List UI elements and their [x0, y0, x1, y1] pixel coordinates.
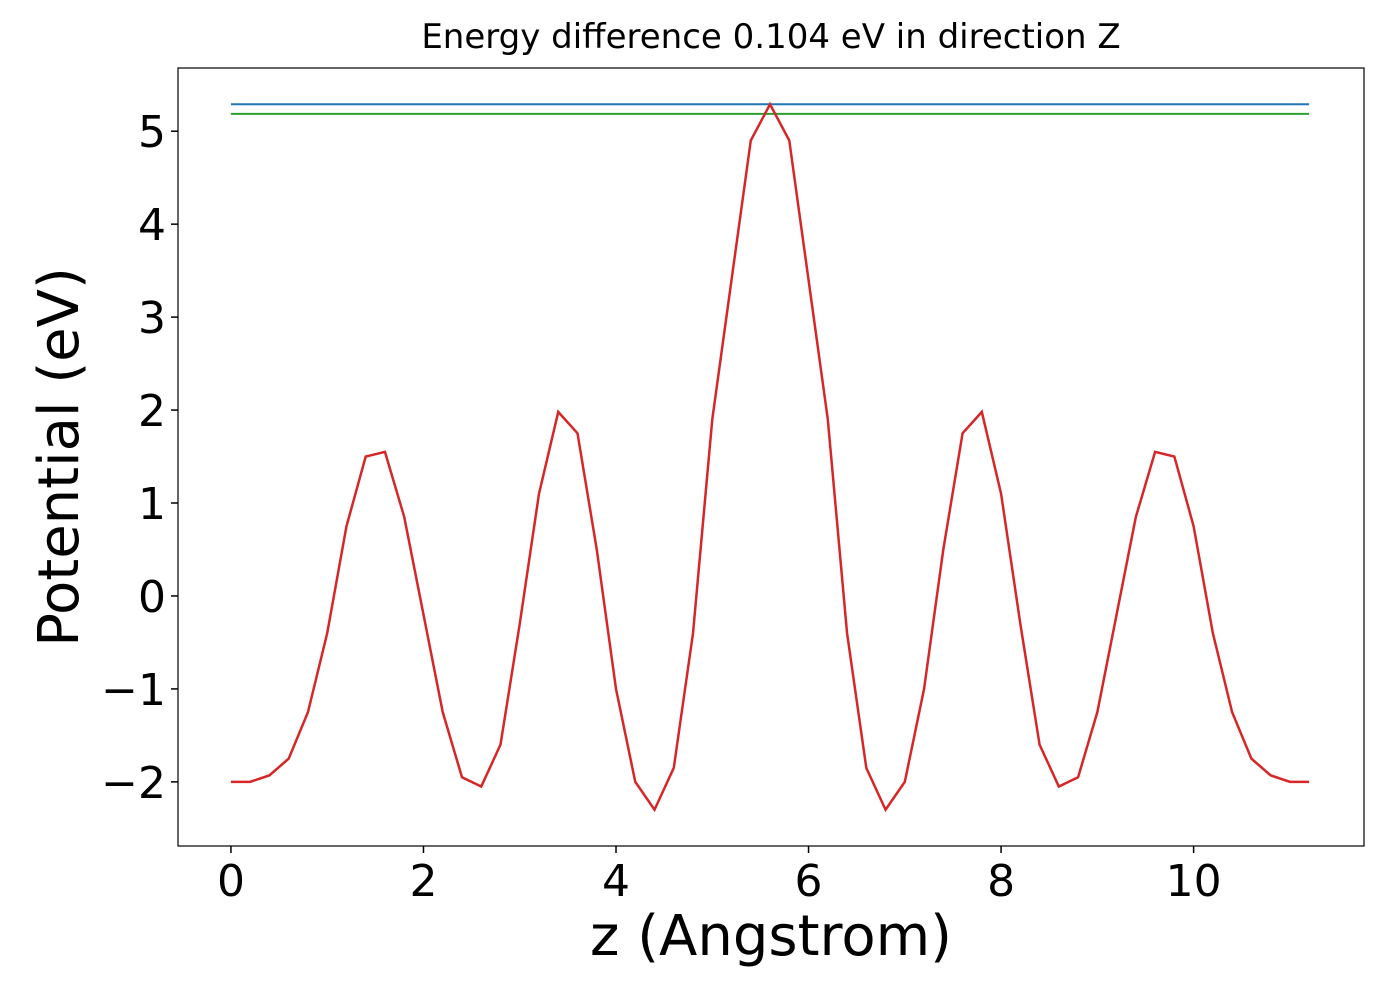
x-tick-label: 8	[987, 856, 1015, 907]
y-tick-label: 5	[138, 107, 166, 158]
y-axis-label: Potential (eV)	[27, 267, 92, 647]
y-tick-label: 2	[138, 386, 166, 437]
y-tick-label: 0	[138, 572, 166, 623]
x-axis-label: z (Angstrom)	[590, 904, 952, 969]
y-tick-label: 1	[138, 479, 166, 530]
x-tick-label: 4	[602, 856, 630, 907]
plot-frame	[177, 67, 1365, 847]
x-tick-label: 10	[1166, 856, 1222, 907]
y-tick-label: −2	[101, 758, 166, 809]
y-tick-label: 3	[138, 293, 166, 344]
x-tick-label: 6	[795, 856, 823, 907]
y-tick-label: −1	[101, 665, 166, 716]
line	[230, 101, 1310, 813]
y-tick-label: 4	[138, 200, 166, 251]
x-tick-label: 2	[409, 856, 437, 907]
x-tick-label: 0	[217, 856, 245, 907]
chart-title: Energy difference 0.104 eV in direction …	[421, 17, 1120, 57]
